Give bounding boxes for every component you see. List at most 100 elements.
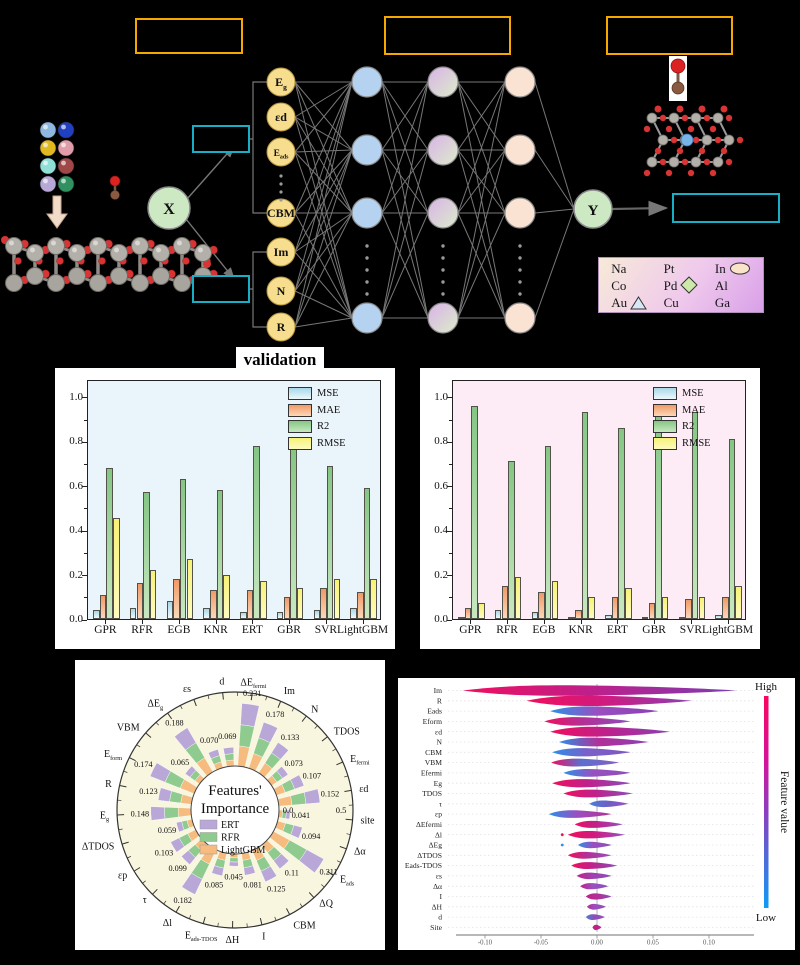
x-axis-tick — [580, 620, 582, 624]
axis-tick — [119, 784, 127, 788]
oxygen-atom — [654, 147, 662, 155]
feature-label: I — [439, 892, 442, 901]
violin-I — [585, 893, 612, 900]
importance-bar-segment — [208, 749, 220, 760]
feature-label: Eads-TDOS — [185, 930, 218, 943]
oxygen-atom — [14, 257, 22, 265]
feature-label: R — [437, 696, 443, 705]
input-group-bracket-2 — [250, 251, 267, 328]
ellipsis-dot — [365, 292, 369, 296]
bar-MSE — [678, 616, 686, 619]
y-axis-tick-label: 0.4 — [434, 524, 448, 537]
x-axis-category-label: ERT — [606, 624, 628, 636]
importance-bar-segment — [177, 807, 192, 818]
bar-R2 — [253, 445, 260, 619]
connection-line — [534, 208, 575, 214]
x-axis-category-label: EGB — [532, 624, 556, 636]
axis-tick — [301, 715, 307, 722]
violin-d — [585, 914, 605, 920]
x-axis-tick — [178, 620, 180, 624]
axis-minor-tick — [136, 744, 141, 748]
legend-swatch-MAE — [653, 403, 677, 417]
violin-ΔEfermi — [574, 820, 623, 828]
feature-label: Eads-TDOS — [405, 861, 442, 870]
x-axis-category-label: LightGBM — [337, 624, 389, 636]
oxygen-atom — [654, 105, 662, 113]
x-axis-tick — [362, 620, 364, 624]
bar-RMSE — [735, 585, 742, 619]
importance-bar-segment — [176, 821, 185, 833]
x-axis-tick-label: -0.10 — [478, 940, 493, 947]
connection-line — [294, 81, 353, 328]
feature-label: Eads — [427, 707, 442, 716]
metal-atom — [712, 156, 724, 168]
ellipsis-dot — [518, 256, 522, 260]
colorbar-high-label: High — [755, 681, 778, 693]
importance-bar-segment — [290, 774, 305, 790]
bar-MAE — [464, 607, 472, 619]
shap-summary-panel: Im R Eads Eform εd N CBM VBM Efermi Eg TDOS τ εp ΔEfe… — [398, 678, 795, 950]
axis-tick — [344, 789, 352, 792]
connection-line — [294, 81, 353, 118]
y-axis-minor-tick — [449, 552, 452, 554]
connection-line — [381, 81, 429, 319]
sphere-highlight — [9, 240, 14, 246]
metal-atom — [5, 237, 23, 255]
oxygen-atom — [714, 136, 722, 144]
axis-minor-tick — [118, 828, 123, 831]
connection-line — [381, 212, 429, 319]
x-axis-category-label: LightGBM — [702, 624, 754, 636]
ellipsis-dot — [279, 198, 283, 202]
legend-label: R2 — [317, 421, 330, 432]
y-axis-tick-label: 0.6 — [434, 479, 448, 492]
legend-label: ERT — [221, 820, 239, 831]
feature-importance-radial-panel: 0.069 d 0.231 ΔEfermi 0.178 Im 0.133 N 0.073 TDOS… — [75, 660, 385, 950]
axis-minor-tick — [321, 884, 325, 888]
importance-bar-segment — [181, 872, 203, 895]
legend-swatch-MAE — [288, 403, 312, 417]
outlier-dot — [560, 843, 564, 847]
importance-bar-segment — [157, 787, 172, 802]
bar-R2 — [363, 487, 371, 619]
ellipsis-dot — [441, 244, 445, 248]
x-axis-tick — [252, 620, 254, 624]
metal-atom — [89, 237, 107, 255]
x-axis-category-label: KNR — [203, 624, 228, 636]
axis-minor-tick — [332, 748, 337, 752]
axis-tick — [175, 905, 180, 913]
bar-R2 — [691, 412, 699, 619]
legend-swatch-MSE — [288, 387, 312, 400]
feature-label: ΔTDOS — [417, 851, 442, 860]
legend-entry: Pd — [664, 276, 699, 294]
oxygen-atom — [676, 147, 684, 155]
y-axis-minor-tick — [84, 463, 87, 465]
input-node-label: R — [277, 320, 286, 334]
colorbar-axis-label: Feature value — [778, 771, 790, 833]
bar-MSE — [166, 601, 174, 619]
input-group-box-2 — [192, 275, 250, 303]
feature-label: Eform — [423, 717, 442, 726]
importance-value-label: 0.081 — [243, 880, 261, 889]
legend-swatch-RMSE — [288, 436, 312, 450]
bar-MAE — [173, 579, 180, 619]
bar-RMSE — [478, 603, 485, 619]
legend-swatch-RMSE — [653, 436, 677, 450]
importance-bar-segment — [228, 861, 239, 867]
feature-label: ΔEfermi — [240, 677, 266, 690]
feature-label: Eg — [434, 779, 443, 788]
legend-label: R2 — [682, 421, 695, 432]
bar-R2 — [618, 427, 625, 619]
bar-MAE — [501, 585, 509, 619]
metal-atom — [668, 156, 680, 168]
bar-MAE — [611, 596, 619, 619]
axis-tick — [202, 916, 206, 924]
bar-RMSE — [223, 574, 230, 619]
bar-RMSE — [186, 559, 194, 619]
legend-entry: Al — [715, 277, 751, 294]
importance-value-label: 0.125 — [267, 884, 285, 893]
crystal-slab — [1, 236, 218, 292]
bar-R2 — [544, 445, 552, 619]
y-axis-tick — [82, 575, 87, 577]
connection-line — [457, 81, 506, 319]
